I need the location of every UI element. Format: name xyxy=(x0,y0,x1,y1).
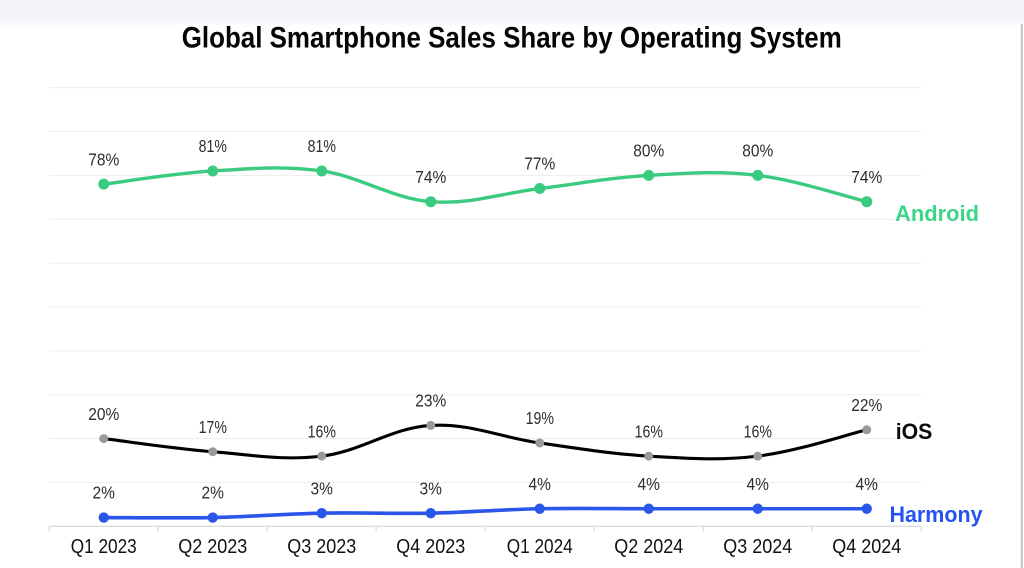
svg-text:4%: 4% xyxy=(856,474,878,494)
svg-text:Q1 2023: Q1 2023 xyxy=(71,536,137,558)
svg-text:2%: 2% xyxy=(202,483,224,503)
svg-text:81%: 81% xyxy=(199,136,227,156)
svg-text:3%: 3% xyxy=(311,478,333,498)
svg-text:78%: 78% xyxy=(88,149,119,169)
svg-text:Q4 2024: Q4 2024 xyxy=(832,536,901,558)
svg-text:Q3 2024: Q3 2024 xyxy=(723,536,792,558)
svg-text:16%: 16% xyxy=(308,421,336,441)
svg-text:20%: 20% xyxy=(88,404,119,424)
svg-text:Q4 2023: Q4 2023 xyxy=(396,536,465,558)
svg-text:16%: 16% xyxy=(635,421,663,441)
svg-text:Q2 2024: Q2 2024 xyxy=(614,536,683,558)
svg-text:4%: 4% xyxy=(529,474,551,494)
svg-text:80%: 80% xyxy=(633,141,664,161)
svg-text:Android: Android xyxy=(895,201,979,226)
svg-text:Global Smartphone Sales Share: Global Smartphone Sales Share by Operati… xyxy=(182,21,842,54)
svg-text:74%: 74% xyxy=(851,167,882,187)
svg-text:4%: 4% xyxy=(747,474,769,494)
svg-text:Q2 2023: Q2 2023 xyxy=(178,536,247,558)
svg-text:3%: 3% xyxy=(420,478,442,498)
svg-text:19%: 19% xyxy=(526,408,554,428)
svg-text:77%: 77% xyxy=(524,154,555,174)
svg-text:17%: 17% xyxy=(199,417,227,437)
svg-text:80%: 80% xyxy=(742,141,773,161)
svg-text:4%: 4% xyxy=(638,474,660,494)
svg-text:23%: 23% xyxy=(415,391,446,411)
svg-text:Q3 2023: Q3 2023 xyxy=(287,536,356,558)
svg-text:74%: 74% xyxy=(415,167,446,187)
svg-text:Q1 2024: Q1 2024 xyxy=(507,536,573,558)
svg-text:iOS: iOS xyxy=(896,419,933,444)
svg-text:81%: 81% xyxy=(308,136,336,156)
svg-text:2%: 2% xyxy=(93,483,115,503)
svg-text:22%: 22% xyxy=(851,395,882,415)
svg-text:16%: 16% xyxy=(744,421,772,441)
svg-text:Harmony: Harmony xyxy=(890,502,983,527)
